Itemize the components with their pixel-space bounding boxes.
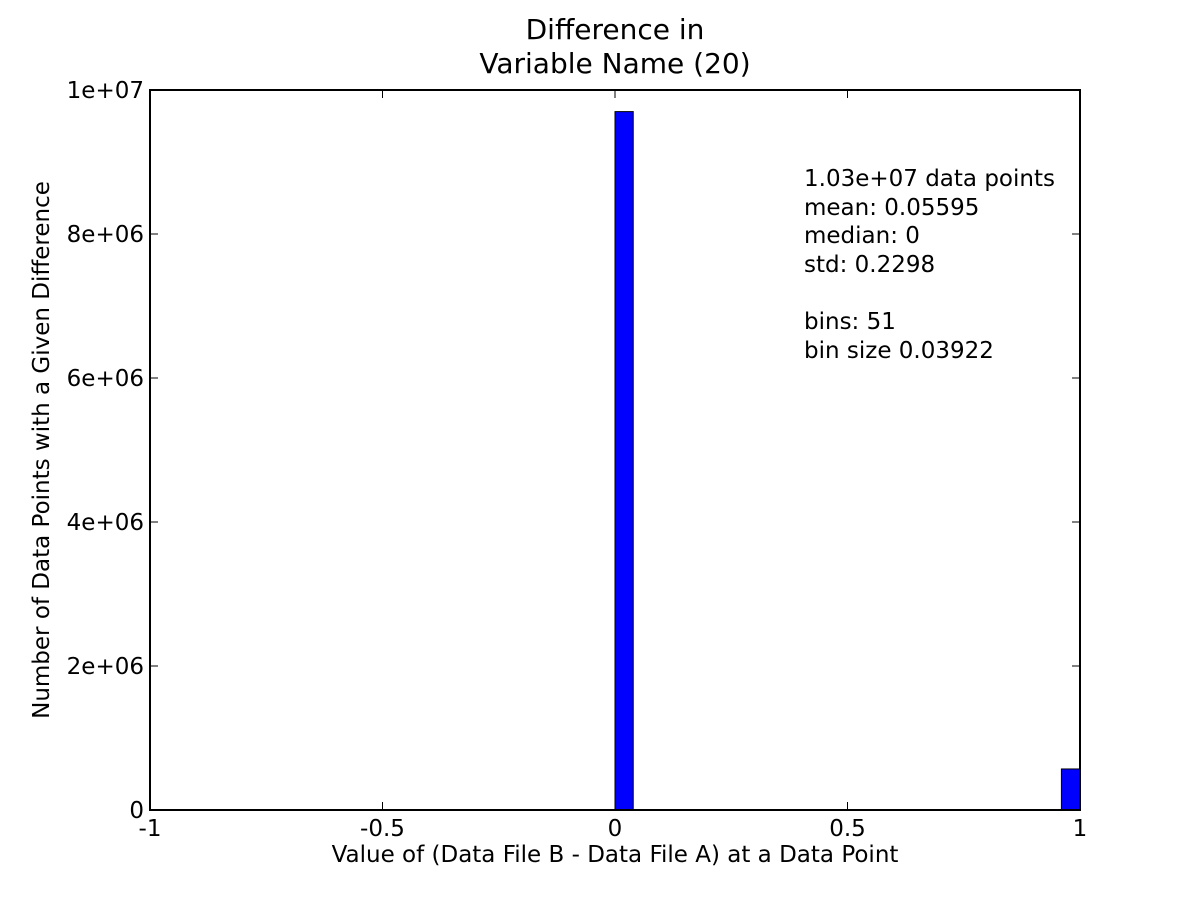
stats-line: 1.03e+07 data points <box>804 166 1055 192</box>
y-tick-label: 0 <box>129 798 144 824</box>
histogram-bar <box>614 111 634 811</box>
x-tick-label: -1 <box>139 816 162 842</box>
chart-title-line-1: Difference in <box>525 13 705 46</box>
y-tick-label: 6e+06 <box>67 366 144 392</box>
y-tick-label: 1e+07 <box>67 78 144 104</box>
stats-line <box>804 279 1055 308</box>
x-axis-label: Value of (Data File B - Data File A) at … <box>331 842 899 868</box>
ticks-layer: -1 -0.5 0 0.5 1 0 2e+06 4e+06 6e+06 8e+06 1e+07 <box>67 78 1088 842</box>
y-axis-label: Number of Data Points with a Given Diffe… <box>29 181 55 719</box>
stats-line: mean: 0.05595 <box>804 194 980 221</box>
y-tick-label: 4e+06 <box>67 510 144 536</box>
x-tick-label: 0.5 <box>829 816 866 842</box>
y-tick-label: 2e+06 <box>67 654 144 680</box>
x-tick-label: 1 <box>1073 816 1088 842</box>
histogram-bar <box>1060 768 1081 811</box>
x-tick-label: -0.5 <box>360 816 405 842</box>
x-tick-label: 0 <box>608 816 623 842</box>
y-tick-label: 8e+06 <box>67 222 144 248</box>
stats-annotation: 1.03e+07 data points mean: 0.05595 media… <box>804 165 1055 365</box>
stats-line: bin size 0.03922 <box>804 337 994 364</box>
stats-line: median: 0 <box>804 223 920 250</box>
stats-line: std: 0.2298 <box>804 251 936 278</box>
chart-title-line-2: Variable Name (20) <box>479 47 751 80</box>
stats-line: bins: 51 <box>804 308 896 335</box>
